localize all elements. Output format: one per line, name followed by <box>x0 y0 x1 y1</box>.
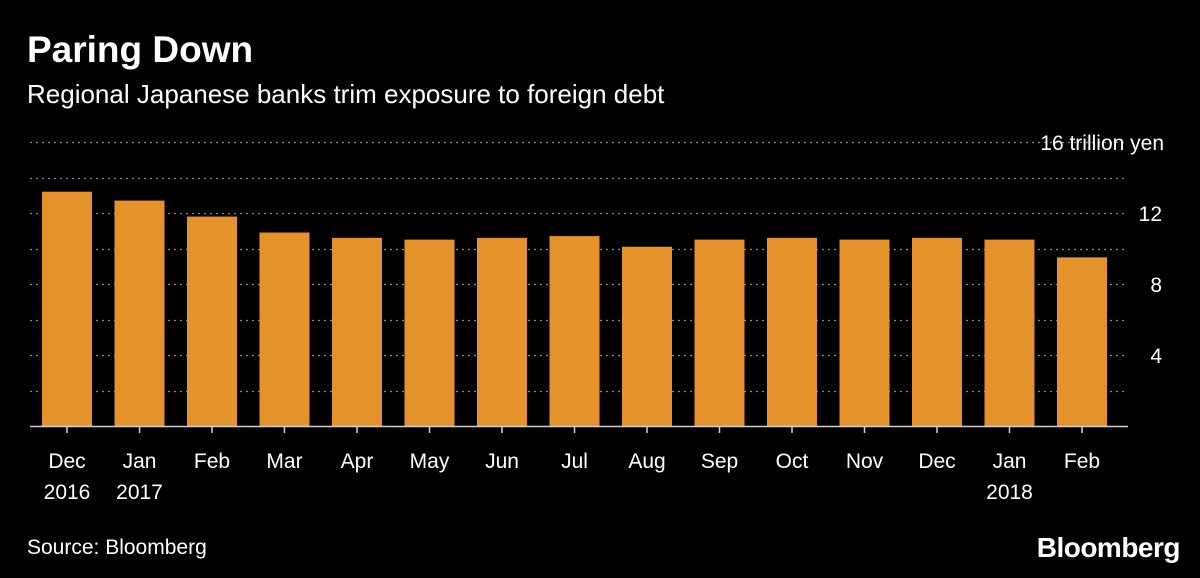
y-unit-label: 16 trillion yen <box>1040 132 1164 155</box>
bar <box>259 232 310 426</box>
bar <box>622 246 672 426</box>
chart-title: Paring Down <box>27 29 254 70</box>
x-tick-label: Jul <box>561 450 588 473</box>
x-tick-year-label: 2017 <box>116 481 163 504</box>
x-tick-label: Dec <box>48 450 85 473</box>
y-tick-label: 4 <box>1150 345 1162 368</box>
x-tick-year-label: 2018 <box>986 481 1033 504</box>
x-tick-label: Jun <box>485 450 519 473</box>
bar <box>477 237 527 426</box>
x-tick-label: Mar <box>266 450 302 473</box>
bar <box>42 191 92 426</box>
x-tick-label: May <box>410 450 450 473</box>
x-tick-label: Jan <box>993 450 1027 473</box>
bar <box>187 216 237 426</box>
x-tick-label: Apr <box>341 450 374 473</box>
axis-labels: 4 8 12 16 trillion yen Dec 2016 Jan 2017 Feb Mar A… <box>44 132 1164 504</box>
x-tick-label: Sep <box>701 450 738 473</box>
bar <box>694 239 745 426</box>
bar <box>404 239 455 426</box>
source-note: Source: Bloomberg <box>27 536 207 559</box>
bar <box>912 237 962 426</box>
x-tick-label: Jan <box>123 450 157 473</box>
x-tick-year-label: 2016 <box>44 481 91 504</box>
bar <box>1057 257 1107 426</box>
bar <box>767 237 817 426</box>
bloomberg-logo: Bloomberg <box>1036 532 1181 563</box>
x-tick-label: Aug <box>628 450 665 473</box>
y-tick-label: 8 <box>1150 274 1162 297</box>
bar <box>549 236 600 426</box>
bars <box>42 191 1107 426</box>
bar <box>114 200 165 426</box>
x-tick-label: Dec <box>918 450 955 473</box>
x-tick-label: Feb <box>194 450 230 473</box>
chart-subtitle: Regional Japanese banks trim exposure to… <box>27 79 665 109</box>
x-tick-label: Oct <box>776 450 809 473</box>
bar <box>839 239 890 426</box>
axes <box>30 425 1128 433</box>
bar <box>984 239 1035 426</box>
x-tick-label: Nov <box>846 450 884 473</box>
x-tick-label: Feb <box>1064 450 1100 473</box>
y-tick-label: 12 <box>1139 203 1162 226</box>
bar <box>332 237 382 426</box>
